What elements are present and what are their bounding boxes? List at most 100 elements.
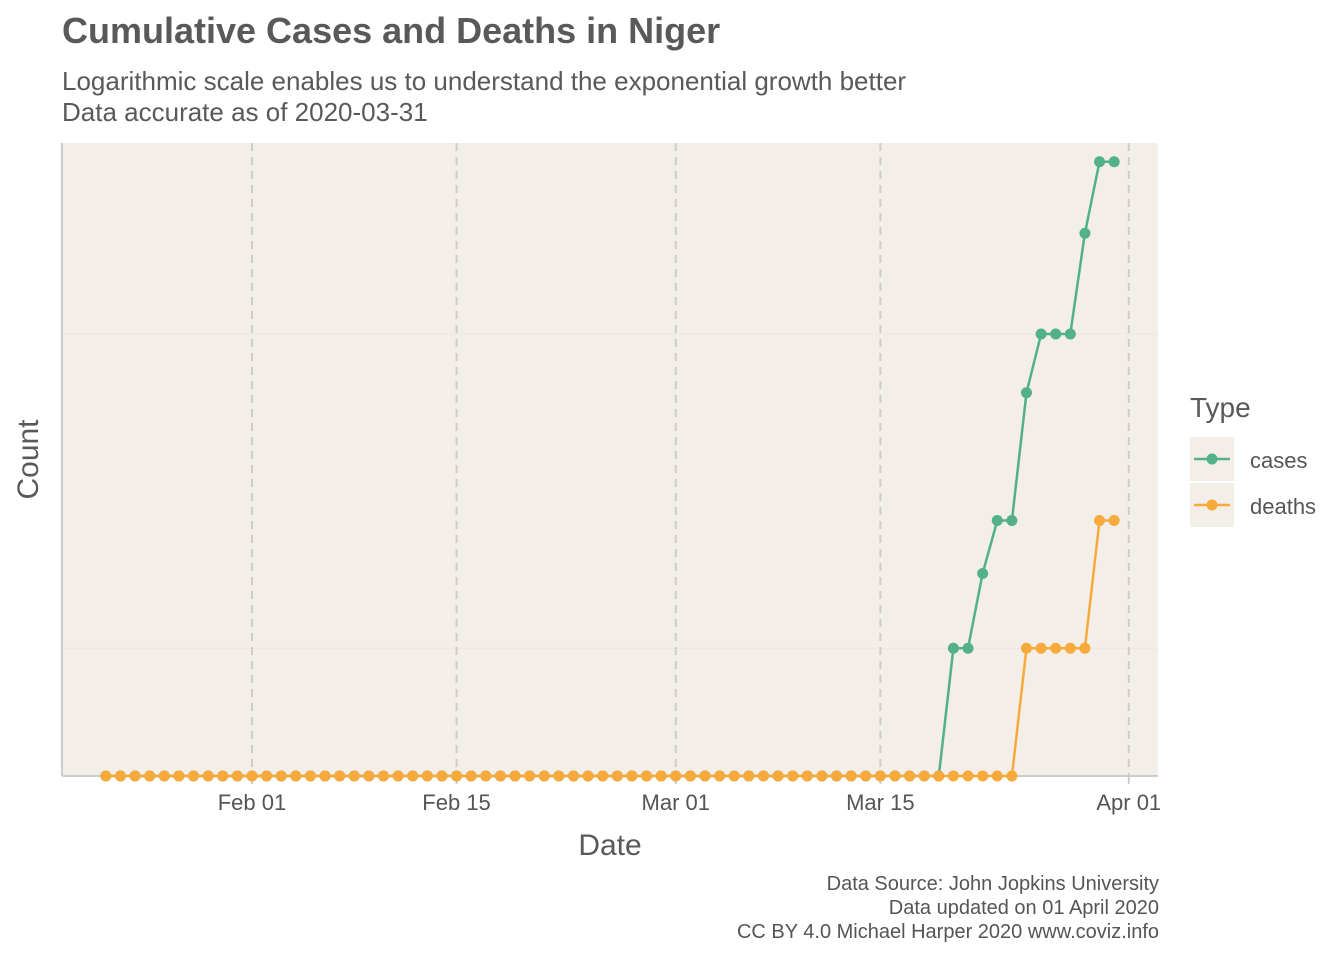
data-point-cases	[1108, 156, 1120, 168]
data-point-deaths	[597, 770, 609, 782]
data-point-deaths	[567, 770, 579, 782]
data-point-deaths	[494, 770, 506, 782]
data-point-cases	[947, 642, 959, 654]
data-point-deaths	[275, 770, 287, 782]
data-point-deaths	[100, 770, 112, 782]
data-point-deaths	[947, 770, 959, 782]
data-point-deaths	[845, 770, 857, 782]
chart-subtitle-line-2: Data accurate as of 2020-03-31	[62, 97, 428, 127]
data-point-deaths	[962, 770, 974, 782]
data-point-deaths	[129, 770, 141, 782]
y-axis-label: Count	[12, 419, 45, 500]
data-point-deaths	[684, 770, 696, 782]
data-point-deaths	[246, 770, 258, 782]
legend-swatch-deaths	[1194, 499, 1230, 511]
data-point-deaths	[743, 770, 755, 782]
data-point-deaths	[114, 770, 126, 782]
data-point-deaths	[801, 770, 813, 782]
data-point-deaths	[231, 770, 243, 782]
data-point-deaths	[641, 770, 653, 782]
legend-swatch-cases	[1194, 453, 1230, 465]
x-tick-label: Feb 01	[218, 790, 287, 815]
legend-label-deaths: deaths	[1250, 494, 1317, 519]
data-point-deaths	[787, 770, 799, 782]
data-point-deaths	[538, 770, 550, 782]
data-point-deaths	[816, 770, 828, 782]
x-tick-label: Mar 01	[642, 790, 710, 815]
data-point-deaths	[348, 770, 360, 782]
data-point-deaths	[1035, 642, 1047, 654]
data-point-deaths	[1094, 514, 1106, 526]
x-axis-label: Date	[578, 829, 641, 862]
caption-data-updated: Data updated on 01 April 2020	[888, 897, 1159, 919]
data-point-deaths	[831, 770, 843, 782]
data-point-cases	[1094, 156, 1106, 168]
data-point-cases	[1050, 328, 1062, 340]
data-point-deaths	[509, 770, 521, 782]
data-point-deaths	[889, 770, 901, 782]
data-point-deaths	[392, 770, 404, 782]
legend-title: Type	[1190, 392, 1251, 423]
data-point-cases	[1006, 514, 1018, 526]
data-point-deaths	[1020, 642, 1032, 654]
data-point-deaths	[407, 770, 419, 782]
data-point-cases	[1079, 227, 1091, 239]
plot-panel	[62, 143, 1158, 776]
data-point-deaths	[582, 770, 594, 782]
data-point-deaths	[1064, 642, 1076, 654]
data-point-deaths	[524, 770, 536, 782]
data-point-deaths	[451, 770, 463, 782]
data-point-deaths	[991, 770, 1003, 782]
data-point-deaths	[977, 770, 989, 782]
data-point-deaths	[480, 770, 492, 782]
data-point-deaths	[553, 770, 565, 782]
data-point-deaths	[904, 770, 916, 782]
data-point-deaths	[714, 770, 726, 782]
data-point-deaths	[1108, 514, 1120, 526]
data-point-deaths	[173, 770, 185, 782]
data-point-deaths	[436, 770, 448, 782]
series-line-deaths	[105, 519, 1115, 778]
data-point-deaths	[933, 770, 945, 782]
x-tick-label: Feb 15	[422, 790, 491, 815]
data-point-deaths	[217, 770, 229, 782]
data-point-deaths	[860, 770, 872, 782]
data-point-deaths	[377, 770, 389, 782]
data-point-deaths	[1079, 642, 1091, 654]
data-point-cases	[977, 567, 989, 579]
data-point-deaths	[1006, 770, 1018, 782]
data-point-cases	[991, 514, 1003, 526]
data-point-deaths	[699, 770, 711, 782]
data-point-deaths	[319, 770, 331, 782]
data-point-deaths	[202, 770, 214, 782]
data-point-deaths	[611, 770, 623, 782]
x-tick-label: Mar 15	[846, 790, 914, 815]
caption-data-source: Data Source: John Jopkins University	[826, 873, 1159, 895]
data-point-cases	[1035, 328, 1047, 340]
data-point-deaths	[421, 770, 433, 782]
data-point-deaths	[1050, 642, 1062, 654]
data-point-cases	[1020, 387, 1032, 399]
data-point-deaths	[874, 770, 886, 782]
caption-license: CC BY 4.0 Michael Harper 2020 www.coviz.…	[736, 921, 1159, 943]
data-point-deaths	[304, 770, 316, 782]
data-point-deaths	[158, 770, 170, 782]
chart-subtitle-line-1: Logarithmic scale enables us to understa…	[62, 66, 907, 96]
data-point-deaths	[670, 770, 682, 782]
data-point-deaths	[918, 770, 930, 782]
x-tick-label: Apr 01	[1096, 790, 1161, 815]
data-point-deaths	[363, 770, 375, 782]
data-point-cases	[1064, 328, 1076, 340]
data-point-cases	[962, 642, 974, 654]
data-point-deaths	[465, 770, 477, 782]
legend-key-deaths	[1190, 483, 1234, 527]
data-point-deaths	[144, 770, 156, 782]
data-point-deaths	[261, 770, 273, 782]
data-point-deaths	[655, 770, 667, 782]
data-point-deaths	[757, 770, 769, 782]
data-point-deaths	[626, 770, 638, 782]
data-point-deaths	[728, 770, 740, 782]
data-point-deaths	[290, 770, 302, 782]
chart-title: Cumulative Cases and Deaths in Niger	[62, 10, 721, 51]
